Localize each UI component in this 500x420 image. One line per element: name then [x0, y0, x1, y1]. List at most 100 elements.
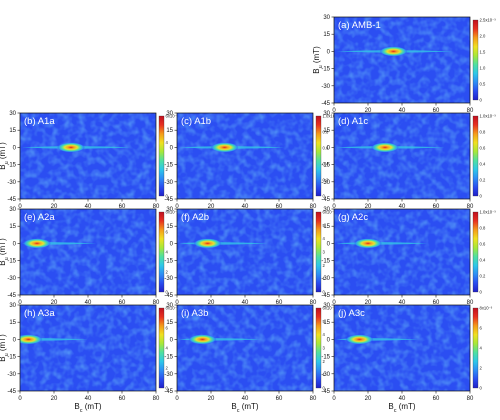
colorbar-tick-label: 6	[480, 326, 483, 331]
colorbar-tick-label: 0.2	[480, 274, 486, 279]
y-tick-label: -45	[164, 293, 173, 299]
colorbar-tick-label: 2	[323, 263, 326, 268]
colorbar-tick-label: 4	[166, 346, 169, 351]
colorbar-tick-label: 2	[166, 167, 169, 172]
x-tick-label: 0	[332, 396, 336, 402]
colorbar-tick-label: 0.8	[323, 130, 329, 135]
y-tick-label: -15	[7, 259, 16, 265]
colorbar-tick-label: 0.4	[480, 258, 486, 263]
x-tick-label: 80	[153, 300, 160, 306]
heatmap-field	[334, 305, 470, 391]
x-tick-label: 80	[467, 204, 474, 210]
x-tick-label: 20	[208, 396, 215, 402]
peak-mark	[371, 142, 399, 153]
x-tick-label: 40	[242, 300, 249, 306]
peak-mark	[57, 142, 85, 153]
peak-mark	[23, 238, 51, 249]
y-tick-label: -45	[321, 389, 330, 395]
heatmap-field	[20, 305, 156, 391]
y-tick-label: 0	[170, 241, 174, 247]
y-tick-label: 15	[166, 224, 173, 230]
peak-mark	[188, 334, 217, 345]
y-tick-label: 15	[9, 224, 16, 230]
y-tick-label: -45	[7, 293, 16, 299]
x-axis-label: Bc (mT)	[74, 402, 102, 414]
x-tick-label: 20	[51, 204, 58, 210]
y-tick-label: -15	[321, 259, 330, 265]
heatmap-field	[334, 209, 470, 295]
x-tick-label: 80	[310, 396, 317, 402]
y-tick-label: 15	[323, 128, 330, 134]
y-tick-label: -45	[321, 101, 330, 107]
x-tick-label: 20	[208, 300, 215, 306]
heatmap-field	[177, 113, 313, 199]
x-tick-label: 80	[467, 396, 474, 402]
y-tick-label: 15	[166, 128, 173, 134]
x-tick-label: 20	[365, 300, 372, 306]
colorbar-tick-label: 8x10⁻³	[166, 306, 179, 311]
x-tick-label: 0	[332, 108, 336, 114]
x-tick-label: 0	[18, 396, 22, 402]
y-tick-label: 0	[327, 145, 331, 151]
colorbar-tick-label: 5	[323, 319, 326, 324]
colorbar-tick-label: 0	[166, 290, 169, 295]
x-tick-label: 40	[242, 396, 249, 402]
x-tick-label: 20	[51, 300, 58, 306]
colorbar-tick-label: 0.8	[480, 130, 486, 135]
peak-mark	[379, 46, 408, 57]
y-tick-label: 15	[323, 320, 330, 326]
heatmap-field	[334, 17, 470, 103]
y-tick-label: 30	[323, 111, 330, 117]
colorbar-tick-label: 1.0x10⁻³	[480, 114, 497, 119]
colorbar-tick-label: 6	[166, 230, 169, 235]
colorbar-tick-label: 0	[480, 290, 483, 295]
y-tick-label: -30	[321, 276, 330, 282]
heatmap-field	[20, 113, 156, 199]
x-tick-label: 20	[365, 204, 372, 210]
panel-label: (b) A1a	[24, 116, 55, 127]
colorbar-tick-label: 0	[166, 194, 169, 199]
x-tick-label: 80	[153, 204, 160, 210]
y-tick-label: 15	[323, 224, 330, 230]
y-tick-label: 30	[323, 207, 330, 213]
colorbar-tick-label: 1	[323, 372, 326, 377]
peak-mark	[193, 238, 222, 249]
y-tick-label: -15	[321, 355, 330, 361]
y-tick-label: 30	[9, 303, 16, 309]
y-tick-label: -30	[164, 372, 173, 378]
x-tick-label: 60	[119, 300, 126, 306]
x-tick-label: 0	[175, 300, 179, 306]
y-tick-label: 0	[13, 337, 17, 343]
y-tick-label: -30	[7, 276, 16, 282]
panel-label: (d) A1c	[338, 116, 368, 127]
colorbar-tick-label: 0.5	[480, 82, 486, 87]
y-tick-label: 30	[166, 111, 173, 117]
colorbar-tick-label: 6x10⁻³	[323, 306, 336, 311]
x-tick-label: 40	[242, 204, 249, 210]
colorbar-tick-label: 2	[166, 366, 169, 371]
x-tick-label: 0	[18, 300, 22, 306]
x-tick-label: 40	[85, 396, 92, 402]
colorbar-tick-label: 0.6	[323, 146, 329, 151]
y-tick-label: -15	[321, 163, 330, 169]
x-tick-label: 80	[467, 300, 474, 306]
colorbar-tick-label: 8x10⁻³	[480, 306, 493, 311]
colorbar-tick-label: 0.2	[480, 178, 486, 183]
y-tick-label: -45	[321, 197, 330, 203]
panel-label: (a) AMB-1	[338, 20, 381, 31]
peak-mark	[345, 334, 374, 345]
y-tick-label: 30	[323, 15, 330, 21]
x-tick-label: 0	[332, 204, 336, 210]
colorbar-tick-label: 2.0	[480, 34, 486, 39]
x-tick-label: 40	[85, 204, 92, 210]
x-axis-label: Bc (mT)	[231, 402, 259, 414]
x-tick-label: 60	[276, 300, 283, 306]
colorbar-tick-label: 0.8	[480, 226, 486, 231]
colorbar	[315, 307, 322, 389]
panel-label: (c) A1b	[181, 116, 211, 127]
x-tick-label: 60	[433, 204, 440, 210]
heatmap-field	[334, 113, 470, 199]
